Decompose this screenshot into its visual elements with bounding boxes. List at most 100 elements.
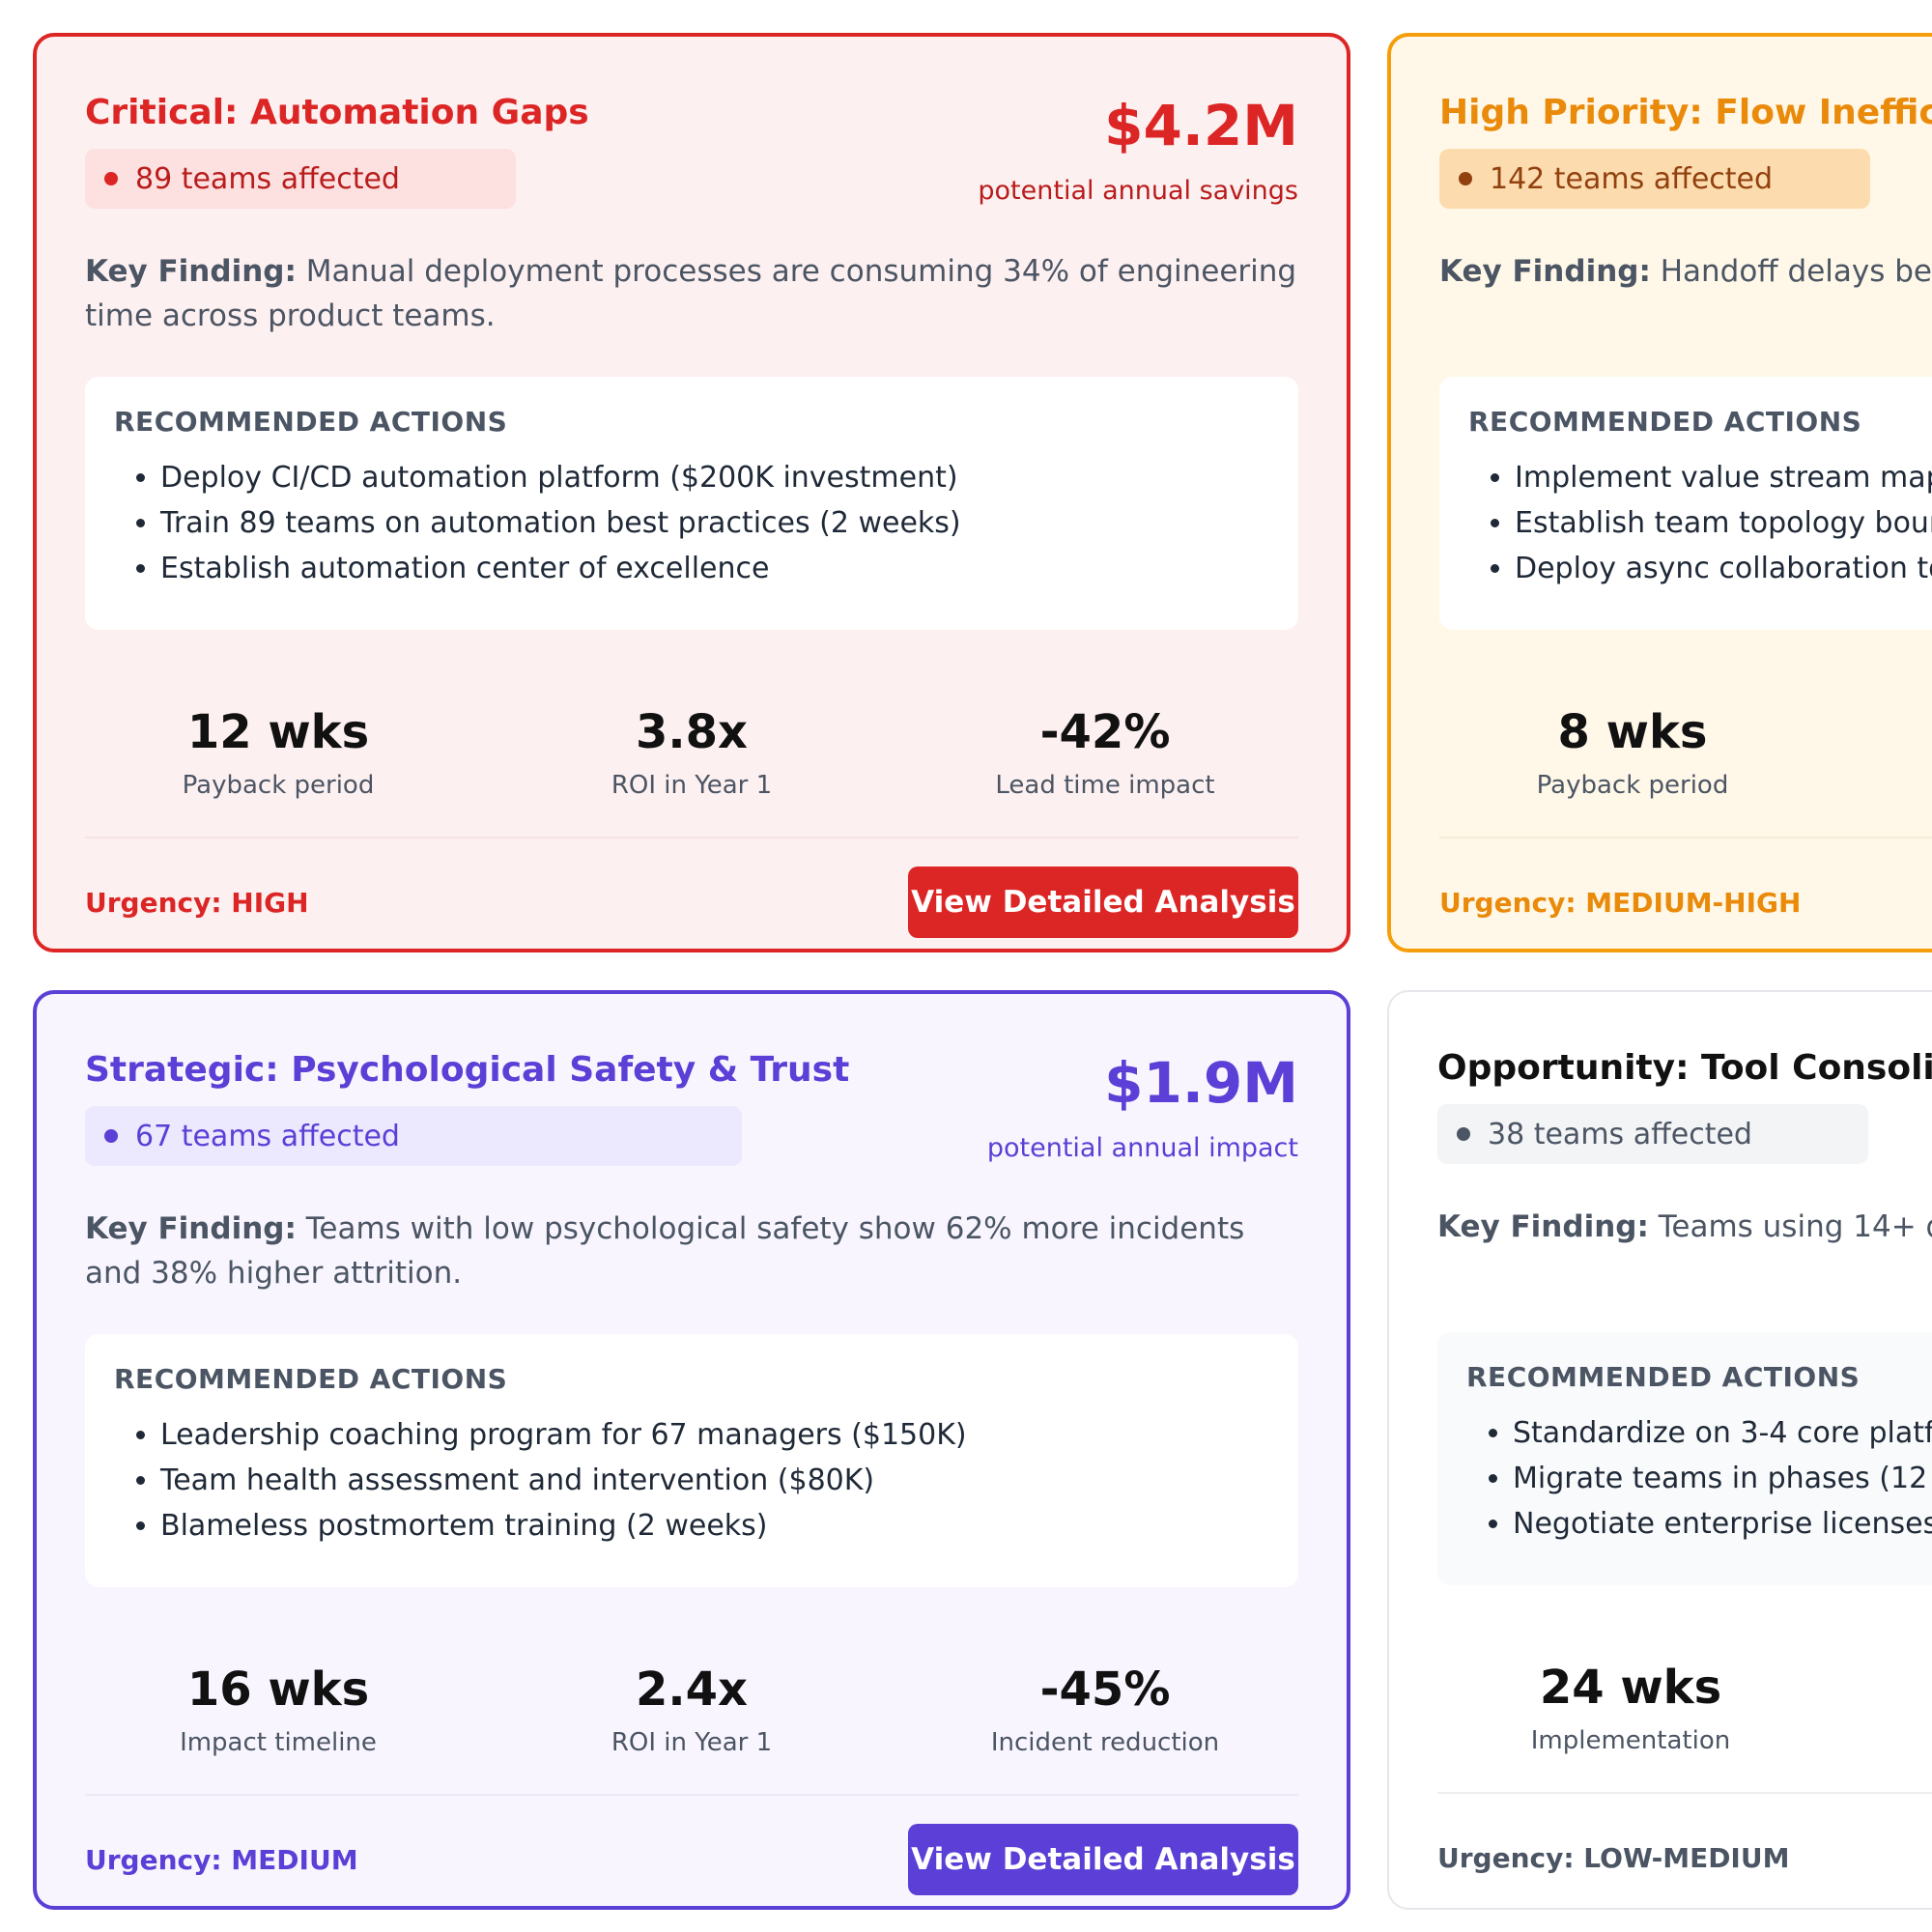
impact-amount-label: potential annual impact [986,1133,1298,1163]
card-title: Opportunity: Tool Consolidation [1437,1048,1932,1088]
metric-value: 12 wks [186,705,370,759]
metric-label: Payback period [182,771,375,800]
action-item: Negotiate enterprise licenses [1513,1501,1932,1547]
key-finding: Key Finding: Manual deployment processes… [85,249,1298,338]
action-item: Deploy CI/CD automation platform ($200K … [160,455,1269,500]
bullet-dot-icon [104,1129,118,1143]
metric-incident-reduction: -45% Incident reduction [912,1661,1298,1757]
metrics-row: 12 wks Payback period 3.8x ROI in Year 1… [85,703,1298,810]
metrics-row: 24 wks Implementation [1437,1659,1932,1765]
card-title: Strategic: Psychological Safety & Trust [85,1050,850,1090]
recommended-actions-heading: RECOMMENDED ACTIONS [1468,406,1862,438]
metric-roi: 2.4x ROI in Year 1 [498,1661,885,1757]
key-finding-text: Handoff delays betwe Dependencies are no… [1660,254,1932,289]
teams-affected-badge: 142 teams affected [1439,149,1870,209]
action-item: Train 89 teams on automation best practi… [160,500,1269,546]
teams-affected-badge: 67 teams affected [85,1106,742,1166]
action-item: Establish team topology boun [1515,500,1932,546]
card-divider [85,837,1298,838]
teams-affected-badge: 38 teams affected [1437,1104,1868,1164]
recommended-actions-list: Standardize on 3-4 core platf Migrate te… [1466,1410,1932,1547]
view-detailed-analysis-button[interactable]: View Detailed Analysis [908,867,1298,938]
action-item: Standardize on 3-4 core platf [1513,1410,1932,1456]
key-finding-text: Manual deployment processes are consumin… [85,254,1297,333]
urgency-label: Urgency: MEDIUM [85,1844,358,1876]
card-content: High Priority: Flow Inefficiencies 142 t… [1439,37,1932,949]
teams-affected-badge: 89 teams affected [85,149,516,209]
recommended-actions-panel: RECOMMENDED ACTIONS Leadership coaching … [85,1334,1298,1587]
card-content: Strategic: Psychological Safety & Trust … [85,994,1298,1906]
card-title: High Priority: Flow Inefficiencies [1439,93,1932,132]
recommended-actions-panel: RECOMMENDED ACTIONS Implement value stre… [1439,377,1932,630]
key-finding: Key Finding: Teams with low psychologica… [85,1207,1298,1295]
key-finding-text: Teams using 14+ diffe switching and lice… [1658,1209,1932,1244]
metric-label: ROI in Year 1 [611,1728,773,1757]
key-finding-label: Key Finding: [1439,254,1651,289]
view-detailed-analysis-button[interactable]: View Detailed Analysis [908,1824,1298,1895]
metric-payback: 12 wks Payback period [85,703,471,800]
insight-card-tool-consolidation: Opportunity: Tool Consolidation 38 teams… [1387,990,1932,1910]
bullet-dot-icon [1459,172,1472,185]
savings-amount-label: potential annual savings [978,176,1298,206]
savings-amount: $4.2M [1104,93,1298,158]
recommended-actions-heading: RECOMMENDED ACTIONS [1466,1361,1861,1393]
metric-value: 16 wks [186,1662,370,1717]
urgency-label: Urgency: HIGH [85,887,309,919]
metric-label: Lead time impact [995,771,1215,800]
metric-value: 24 wks [1539,1661,1722,1715]
metric-label: ROI in Year 1 [611,771,773,800]
impact-amount: $1.9M [1104,1050,1298,1116]
key-finding-label: Key Finding: [1437,1209,1649,1244]
teams-affected-label: 67 teams affected [135,1119,400,1153]
urgency-label: Urgency: LOW-MEDIUM [1437,1842,1790,1874]
metrics-row: 8 wks Payback period [1439,703,1932,810]
bullet-dot-icon [1457,1127,1470,1141]
card-divider [85,1794,1298,1796]
metrics-row: 16 wks Impact timeline 2.4x ROI in Year … [85,1661,1298,1767]
metric-value: -45% [1039,1662,1171,1717]
metric-implementation: 24 wks Implementation [1437,1659,1824,1755]
action-item: Deploy async collaboration to [1515,546,1932,591]
action-item: Establish automation center of excellenc… [160,546,1269,591]
recommended-actions-list: Implement value stream mapp Establish te… [1468,455,1932,591]
bullet-dot-icon [104,172,118,185]
card-divider [1439,837,1932,838]
metric-label: Impact timeline [180,1728,377,1757]
key-finding: Key Finding: Teams using 14+ diffe switc… [1437,1205,1932,1249]
action-item: Migrate teams in phases (12 w [1513,1456,1932,1501]
insight-card-automation-gaps: Critical: Automation Gaps 89 teams affec… [33,33,1350,952]
action-item: Leadership coaching program for 67 manag… [160,1412,1269,1458]
metric-roi: 3.8x ROI in Year 1 [498,703,885,800]
recommended-actions-heading: RECOMMENDED ACTIONS [114,1363,508,1395]
recommended-actions-heading: RECOMMENDED ACTIONS [114,406,508,438]
metric-impact-timeline: 16 wks Impact timeline [85,1661,471,1757]
metric-payback: 8 wks Payback period [1439,703,1826,800]
card-content: Opportunity: Tool Consolidation 38 teams… [1437,992,1932,1908]
metric-value: 3.8x [636,705,748,759]
card-title: Critical: Automation Gaps [85,93,589,132]
action-item: Blameless postmortem training (2 weeks) [160,1503,1269,1548]
card-content: Critical: Automation Gaps 89 teams affec… [85,37,1298,949]
urgency-label: Urgency: MEDIUM-HIGH [1439,887,1802,919]
metric-label: Payback period [1536,771,1729,800]
teams-affected-label: 142 teams affected [1490,161,1774,196]
teams-affected-label: 89 teams affected [135,161,400,196]
insight-card-flow-inefficiencies: High Priority: Flow Inefficiencies 142 t… [1387,33,1932,952]
key-finding-text: Teams with low psychological safety show… [85,1211,1245,1291]
metric-label: Implementation [1530,1726,1731,1755]
recommended-actions-panel: RECOMMENDED ACTIONS Standardize on 3-4 c… [1437,1332,1932,1585]
action-item: Implement value stream mapp [1515,455,1932,500]
metric-lead-time: -42% Lead time impact [912,703,1298,800]
teams-affected-label: 38 teams affected [1488,1117,1752,1151]
key-finding-label: Key Finding: [85,1211,297,1246]
metric-value: 2.4x [636,1662,748,1717]
metric-label: Incident reduction [990,1728,1220,1757]
metric-value: 8 wks [1557,705,1708,759]
recommended-actions-list: Leadership coaching program for 67 manag… [114,1412,1269,1548]
recommended-actions-panel: RECOMMENDED ACTIONS Deploy CI/CD automat… [85,377,1298,630]
key-finding: Key Finding: Handoff delays betwe Depend… [1439,249,1932,294]
action-item: Team health assessment and intervention … [160,1458,1269,1503]
recommended-actions-list: Deploy CI/CD automation platform ($200K … [114,455,1269,591]
insight-card-psychological-safety: Strategic: Psychological Safety & Trust … [33,990,1350,1910]
